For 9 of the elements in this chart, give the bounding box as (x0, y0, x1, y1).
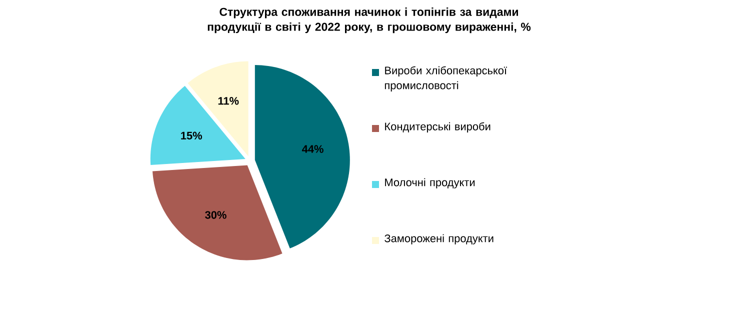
legend-label: Вироби хлібопекарської промисловості (384, 66, 507, 92)
data-label: 15% (181, 132, 202, 140)
legend-label: Заморожені продукти (384, 234, 494, 244)
legend-label: Молочні продукти (385, 178, 475, 188)
data-label: 30% (205, 211, 226, 219)
chart-title: Структура споживання начинок і топінгів за видами продукції в світі у 2022 року, в грошовому вираженні, % (208, 8, 531, 34)
data-label: 11% (218, 97, 239, 105)
legend-label: Кондитерські вироби (385, 122, 490, 132)
data-label: 44% (302, 145, 324, 153)
